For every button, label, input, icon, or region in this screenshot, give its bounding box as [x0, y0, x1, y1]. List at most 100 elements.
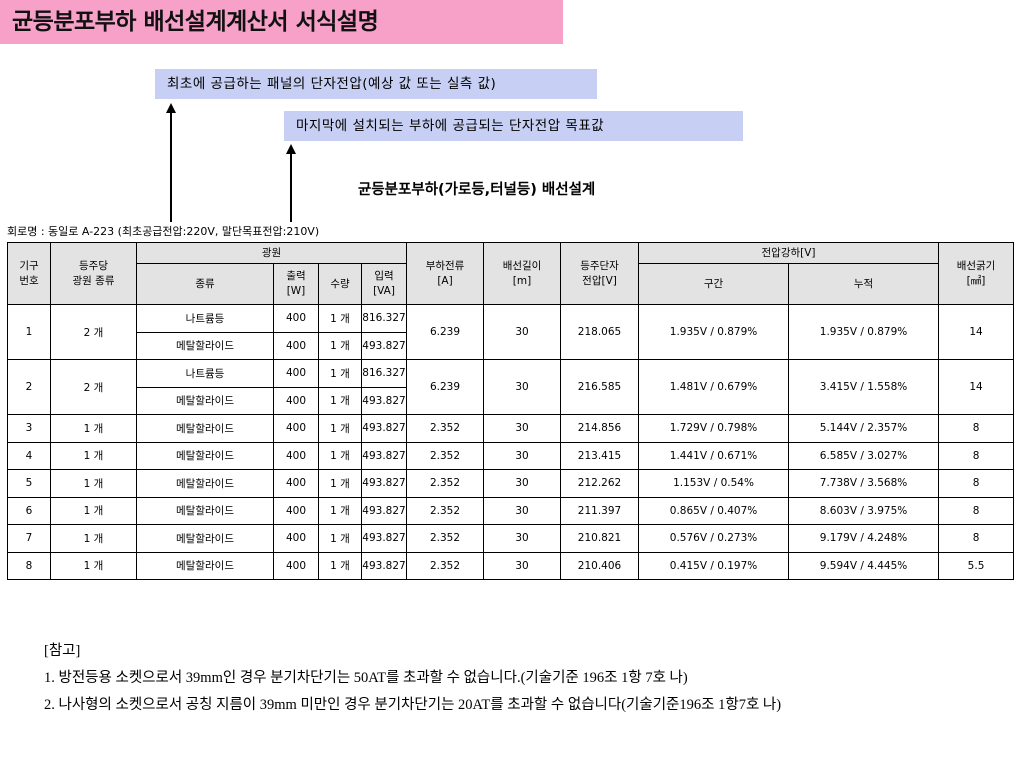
arrow-head-icon	[166, 103, 176, 113]
table-row: 7 1 개 메탈할라이드 400 1 개 493.827 2.352 30 21…	[7, 524, 1015, 553]
cell-output: 400	[273, 469, 319, 498]
note-item: 1. 방전등용 소켓으로서 39mm인 경우 분기차단기는 50AT를 초과할 …	[44, 670, 688, 686]
cell-length: 30	[483, 441, 562, 470]
header-per-pole: 등주당 광원 종류	[50, 242, 137, 305]
cell-qty: 1 개	[318, 551, 362, 580]
header-output: 출력 [W]	[273, 263, 319, 305]
cell-type: 메탈할라이드	[136, 441, 274, 470]
cell-section: 1.729V / 0.798%	[638, 414, 790, 443]
cell-per-pole: 1 개	[50, 469, 137, 498]
cell-type: 메탈할라이드	[136, 524, 274, 553]
header-drop: 전압강하[V]	[638, 242, 940, 264]
cell-cumulative: 5.144V / 2.357%	[788, 414, 940, 443]
cell-qty: 1 개	[318, 524, 362, 553]
arrow-head-icon	[286, 144, 296, 154]
arrow-up-icon	[170, 112, 172, 222]
note-item: 2. 나사형의 소켓으로서 공칭 지름이 39mm 미만인 경우 분기차단기는 …	[44, 697, 782, 713]
cell-length: 30	[483, 524, 562, 553]
cell-terminal: 210.406	[560, 551, 640, 580]
cell-current: 2.352	[406, 469, 485, 498]
cell-cumulative: 9.179V / 4.248%	[788, 524, 940, 553]
cell-section: 0.865V / 0.407%	[638, 496, 790, 525]
cell-qty: 1 개	[318, 414, 362, 443]
cell-input: 493.827	[360, 414, 408, 443]
cell-type: 메탈할라이드	[136, 469, 274, 498]
cell-current: 2.352	[406, 496, 485, 525]
cell-current: 2.352	[406, 524, 485, 553]
cell-output: 400	[273, 524, 319, 553]
table-row: 8 1 개 메탈할라이드 400 1 개 493.827 2.352 30 21…	[7, 551, 1015, 580]
cell-type: 나트륨등	[136, 304, 274, 333]
cell-qty: 1 개	[318, 441, 362, 470]
notes-heading: [참고]	[44, 643, 81, 659]
cell-type: 메탈할라이드	[136, 386, 274, 415]
cell-current: 2.352	[406, 551, 485, 580]
cell-terminal: 214.856	[560, 414, 640, 443]
cell-section: 1.153V / 0.54%	[638, 469, 790, 498]
cell-section: 0.415V / 0.197%	[638, 551, 790, 580]
cell-output: 400	[273, 386, 319, 415]
cell-wire: 5.5	[938, 551, 1015, 580]
cell-terminal: 210.821	[560, 524, 640, 553]
cell-wire: 14	[938, 359, 1015, 415]
table-row: 2 2 개 나트륨등 400 1 개 816.327 6.239 30 216.…	[7, 359, 1015, 415]
cell-output: 400	[273, 551, 319, 580]
cell-output: 400	[273, 414, 319, 443]
header-no: 기구 번호	[7, 242, 51, 305]
cell-length: 30	[483, 304, 562, 360]
cell-input: 493.827	[360, 441, 408, 470]
header-section: 구간	[638, 263, 790, 305]
header-qty: 수량	[318, 263, 362, 305]
cell-terminal: 212.262	[560, 469, 640, 498]
cell-output: 400	[273, 359, 319, 388]
header-source: 광원	[135, 242, 408, 264]
cell-terminal: 218.065	[560, 304, 640, 360]
cell-per-pole: 2 개	[50, 359, 137, 415]
cell-current: 6.239	[406, 359, 485, 415]
header-cumulative: 누적	[788, 263, 940, 305]
cell-qty: 1 개	[318, 304, 362, 333]
cell-no: 7	[7, 524, 51, 553]
table-row: 3 1 개 메탈할라이드 400 1 개 493.827 2.352 30 21…	[7, 414, 1015, 443]
cell-wire: 8	[938, 524, 1015, 553]
cell-no: 4	[7, 441, 51, 470]
cell-type: 메탈할라이드	[136, 414, 274, 443]
cell-section: 1.441V / 0.671%	[638, 441, 790, 470]
cell-type: 메탈할라이드	[136, 496, 274, 525]
cell-output: 400	[273, 304, 319, 333]
cell-terminal: 216.585	[560, 359, 640, 415]
cell-section: 1.935V / 0.879%	[638, 304, 790, 360]
cell-cumulative: 7.738V / 3.568%	[788, 469, 940, 498]
header-current: 부하전류 [A]	[406, 242, 485, 305]
cell-length: 30	[483, 551, 562, 580]
cell-output: 400	[273, 331, 319, 360]
table-row: 메탈할라이드 400 1 개 493.827	[8, 331, 1014, 360]
cell-per-pole: 1 개	[50, 441, 137, 470]
cell-input: 493.827	[360, 386, 408, 415]
cell-length: 30	[483, 414, 562, 443]
cell-input: 816.327	[360, 359, 408, 388]
cell-wire: 14	[938, 304, 1015, 360]
cell-section: 0.576V / 0.273%	[638, 524, 790, 553]
cell-length: 30	[483, 469, 562, 498]
cell-no: 3	[7, 414, 51, 443]
cell-cumulative: 3.415V / 1.558%	[788, 359, 940, 415]
cell-terminal: 213.415	[560, 441, 640, 470]
cell-current: 2.352	[406, 414, 485, 443]
header-input: 입력 [VA]	[360, 263, 408, 305]
cell-type: 메탈할라이드	[136, 331, 274, 360]
cell-wire: 8	[938, 441, 1015, 470]
cell-wire: 8	[938, 414, 1015, 443]
cell-type: 나트륨등	[136, 359, 274, 388]
cell-qty: 1 개	[318, 496, 362, 525]
cell-terminal: 211.397	[560, 496, 640, 525]
cell-qty: 1 개	[318, 359, 362, 388]
callout-initial-voltage: 최초에 공급하는 패널의 단자전압(예상 값 또는 실측 값)	[155, 69, 597, 99]
table-row: 1 2 개 나트륨등 400 1 개 816.327 6.239 30 218.…	[7, 304, 1015, 360]
cell-qty: 1 개	[318, 386, 362, 415]
cell-input: 493.827	[360, 469, 408, 498]
cell-cumulative: 9.594V / 4.445%	[788, 551, 940, 580]
cell-input: 816.327	[360, 304, 408, 333]
header-wire: 배선굵기 [㎟]	[938, 242, 1015, 305]
cell-length: 30	[483, 359, 562, 415]
